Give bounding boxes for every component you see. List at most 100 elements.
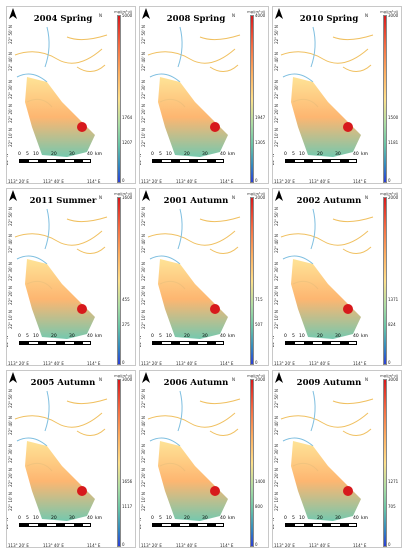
river-1	[280, 48, 369, 64]
lat-label-5: 22° 40' N	[273, 416, 279, 435]
lon-label-3: 114° E	[353, 361, 367, 366]
lon-label-1: 113° 20' E	[141, 179, 162, 184]
lon-label-1: 113° 20' E	[274, 543, 295, 548]
scale-label-40: 40	[87, 334, 93, 339]
river-6	[310, 26, 316, 68]
colorbar-min-label: 0	[388, 542, 391, 547]
lon-label-2: 113° 40' E	[176, 179, 197, 184]
scale-label-10: 10	[33, 334, 39, 339]
map-panel-4: 2011 Summer mg/(m²·d) 1600 455 275 0 N 0…	[6, 188, 136, 366]
scale-bar	[152, 159, 224, 163]
unit-label: mg/(m²·d)	[114, 192, 132, 196]
estuary-water	[291, 77, 361, 157]
north-letter: N	[99, 195, 102, 200]
lon-label-1: 113° 20' E	[274, 361, 295, 366]
river-3	[332, 398, 374, 405]
lon-label-2: 113° 40' E	[43, 179, 64, 184]
lat-label-1: 22° N	[272, 518, 276, 530]
lat-label-2: 22° 10' N	[273, 492, 279, 511]
lat-label-1: 22° N	[6, 336, 10, 348]
estuary-heatmap	[25, 259, 95, 339]
lat-label-2: 22° 10' N	[140, 310, 146, 329]
lon-label-1: 113° 20' E	[141, 361, 162, 366]
colorbar	[383, 197, 387, 365]
north-arrow-icon	[275, 372, 283, 383]
scale-label-5: 5	[159, 152, 162, 157]
scale-label-40: 40	[353, 334, 359, 339]
lat-label-4: 22° 30' N	[140, 80, 146, 99]
lat-label-5: 22° 40' N	[273, 52, 279, 71]
north-letter: N	[365, 377, 368, 382]
river-1	[14, 48, 103, 64]
scale-label-5: 5	[292, 334, 295, 339]
river-5	[342, 246, 372, 254]
river-1	[280, 412, 369, 428]
lat-label-6: 22° 50' N	[273, 207, 279, 226]
lat-label-3: 22° 20' N	[273, 468, 279, 487]
lat-label-5: 22° 40' N	[140, 416, 146, 435]
colorbar-mid-label-lower: 800	[255, 504, 263, 509]
river-2	[282, 437, 314, 447]
lat-label-4: 22° 30' N	[273, 262, 279, 281]
river-6	[177, 208, 183, 250]
colorbar-mid-label-lower: 1207	[122, 140, 133, 145]
river-2	[16, 73, 48, 83]
lon-label-2: 113° 40' E	[309, 179, 330, 184]
water-map	[280, 390, 374, 521]
lat-label-4: 22° 30' N	[7, 80, 13, 99]
river-1	[280, 230, 369, 246]
river-1	[147, 412, 236, 428]
scale-label-0: 0	[151, 334, 154, 339]
colorbar-max-label: 3000	[388, 377, 399, 382]
colorbar-mid-label-upper: 1500	[388, 115, 399, 120]
scale-label-20: 20	[317, 516, 323, 521]
scale-bar	[152, 341, 224, 345]
lat-label-6: 22° 50' N	[140, 207, 146, 226]
panel-title: 2004 Spring	[33, 14, 93, 24]
scale-label-30: 30	[69, 334, 75, 339]
scale-label-30: 30	[335, 516, 341, 521]
scale-label-5: 5	[292, 152, 295, 157]
panel-title: 2005 Autumn	[30, 378, 96, 388]
scale-bar	[285, 159, 357, 163]
scale-label-0: 0	[18, 516, 21, 521]
panel-title: 2008 Spring	[166, 14, 226, 24]
north-letter: N	[99, 13, 102, 18]
lat-label-3: 22° 20' N	[140, 286, 146, 305]
map-panel-6: 2002 Autumn mg/(m²·d) 2000 1371 824 0 N …	[272, 188, 402, 366]
lat-label-1: 22° N	[6, 154, 10, 166]
lat-label-2: 22° 10' N	[7, 492, 13, 511]
scale-label-10: 10	[33, 152, 39, 157]
scale-unit: km	[95, 152, 102, 157]
lon-label-2: 113° 40' E	[43, 361, 64, 366]
scale-bar	[19, 159, 91, 163]
lat-label-3: 22° 20' N	[7, 468, 13, 487]
colorbar-max-label: 4000	[255, 13, 266, 18]
lat-label-4: 22° 30' N	[273, 444, 279, 463]
water-map	[147, 208, 241, 339]
water-map	[14, 390, 108, 521]
river-3	[66, 216, 108, 223]
hotspot	[343, 304, 353, 314]
colorbar-mid-label-lower: 1117	[122, 504, 133, 509]
lat-label-6: 22° 50' N	[140, 389, 146, 408]
river-2	[282, 255, 314, 265]
colorbar-mid-label-upper: 1271	[388, 479, 399, 484]
colorbar-min-label: 0	[122, 178, 125, 183]
river-2	[149, 255, 181, 265]
scale-unit: km	[228, 152, 235, 157]
estuary-heatmap	[25, 77, 95, 157]
scale-label-20: 20	[51, 334, 57, 339]
lat-label-1: 22° N	[6, 518, 10, 530]
scale-bar	[19, 341, 91, 345]
scale-label-10: 10	[299, 152, 305, 157]
lat-label-6: 22° 50' N	[273, 389, 279, 408]
north-letter: N	[232, 195, 235, 200]
river-3	[66, 398, 108, 405]
north-letter: N	[232, 377, 235, 382]
colorbar	[250, 379, 254, 547]
scale-label-10: 10	[299, 516, 305, 521]
colorbar-min-label: 0	[122, 360, 125, 365]
colorbar-min-label: 0	[255, 542, 258, 547]
